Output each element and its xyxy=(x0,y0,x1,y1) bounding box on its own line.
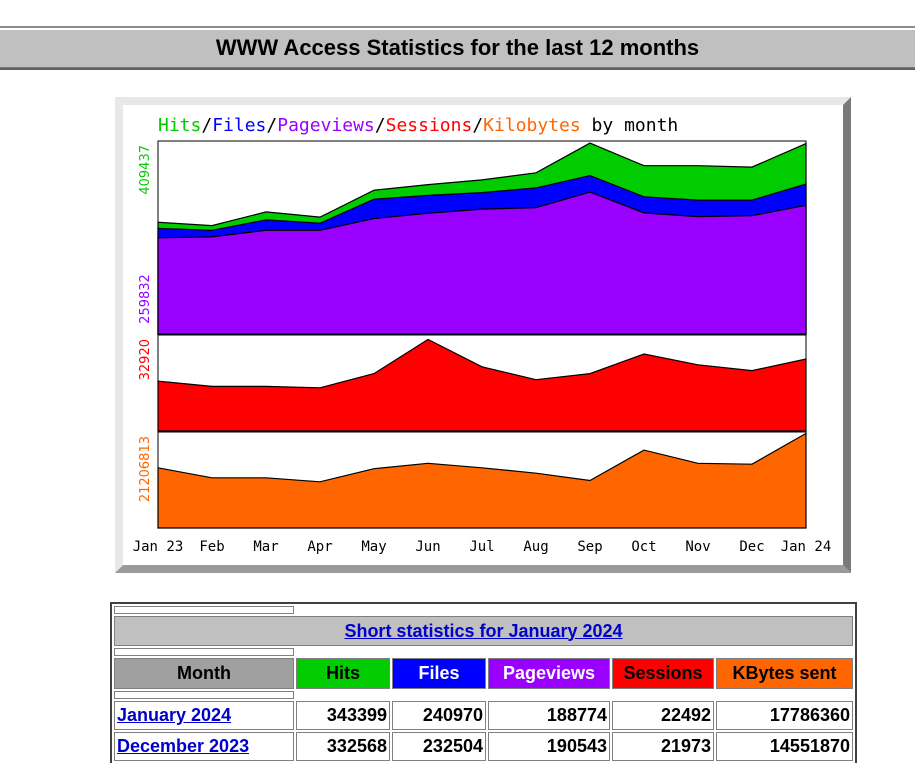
chart-title-part: by month xyxy=(581,115,679,136)
month-tick-label: Oct xyxy=(631,539,656,555)
cell-files: 240970 xyxy=(392,701,486,730)
axis-value-label: 259832 xyxy=(138,274,153,324)
cell-pageviews: 188774 xyxy=(488,701,610,730)
month-tick-label: Jan 23 xyxy=(133,539,184,555)
month-tick-label: Sep xyxy=(577,539,602,555)
spacer-row xyxy=(114,648,853,656)
frame-top-bevel xyxy=(115,97,851,105)
month-tick-label: Dec xyxy=(739,539,764,555)
month-tick-label: Mar xyxy=(253,539,278,555)
col-month: Month xyxy=(114,658,294,689)
axis-value-label: 409437 xyxy=(138,145,153,195)
chart-title-part: Pageviews xyxy=(277,115,375,136)
month-tick-label: Apr xyxy=(307,539,332,555)
month-tick-label: Jun xyxy=(415,539,440,555)
cell-pageviews: 190543 xyxy=(488,732,610,761)
chart-title-part: / xyxy=(201,115,212,136)
stats-table: Short statistics for January 2024 Month … xyxy=(112,604,855,763)
chart-title-part: / xyxy=(266,115,277,136)
chart-title-part: / xyxy=(472,115,483,136)
cell-kbytes: 14551870 xyxy=(716,732,853,761)
table-row: January 2024 343399 240970 188774 22492 … xyxy=(114,701,853,730)
month-link-january-2024[interactable]: January 2024 xyxy=(117,705,232,725)
panel-border xyxy=(157,334,807,432)
chart-title-part: Files xyxy=(212,115,266,136)
monthly-chart-svg: Hits/Files/Pageviews/Sessions/Kilobytes … xyxy=(115,97,851,573)
month-tick-label: Jul xyxy=(469,539,494,555)
axis-value-label: 21206813 xyxy=(138,436,153,502)
table-title-row: Short statistics for January 2024 xyxy=(114,616,853,646)
month-link-december-2023[interactable]: December 2023 xyxy=(117,736,250,756)
chart-title-part: Hits xyxy=(158,115,201,136)
series-area-kilobytes xyxy=(157,432,807,529)
cell-sessions: 21973 xyxy=(612,732,714,761)
month-tick-label: Aug xyxy=(523,539,548,555)
table-row: December 2023 332568 232504 190543 21973… xyxy=(114,732,853,761)
panel-border xyxy=(157,431,807,529)
cell-kbytes: 17786360 xyxy=(716,701,853,730)
chart-title-part: / xyxy=(375,115,386,136)
chart-title: Hits/Files/Pageviews/Sessions/Kilobytes … xyxy=(158,115,678,136)
col-files: Files xyxy=(392,658,486,689)
frame-bottom-bevel xyxy=(115,565,851,573)
monthly-chart: Hits/Files/Pageviews/Sessions/Kilobytes … xyxy=(115,97,851,573)
month-tick-label: Nov xyxy=(685,539,710,555)
axis-value-label: 32920 xyxy=(138,339,153,380)
series-area-pageviews xyxy=(157,191,807,335)
month-tick-label: May xyxy=(361,539,386,555)
col-hits: Hits xyxy=(296,658,390,689)
cell-hits: 332568 xyxy=(296,732,390,761)
month-tick-label: Jan 24 xyxy=(781,539,832,555)
col-kbytes: KBytes sent xyxy=(716,658,853,689)
page-header: WWW Access Statistics for the last 12 mo… xyxy=(0,26,915,70)
cell-sessions: 22492 xyxy=(612,701,714,730)
short-statistics-link[interactable]: Short statistics for January 2024 xyxy=(344,620,623,641)
spacer-row xyxy=(114,606,853,614)
page-title: WWW Access Statistics for the last 12 mo… xyxy=(215,35,700,60)
cell-hits: 343399 xyxy=(296,701,390,730)
cell-files: 232504 xyxy=(392,732,486,761)
stats-table-wrapper: Short statistics for January 2024 Month … xyxy=(110,602,857,763)
table-header-row: Month Hits Files Pageviews Sessions KByt… xyxy=(114,658,853,689)
series-area-sessions xyxy=(157,338,807,432)
frame-left-bevel xyxy=(115,97,123,573)
month-tick-label: Feb xyxy=(199,539,224,555)
chart-title-part: Kilobytes xyxy=(483,115,581,136)
col-sessions: Sessions xyxy=(612,658,714,689)
spacer-row xyxy=(114,691,853,699)
frame-right-bevel xyxy=(843,97,851,573)
chart-title-part: Sessions xyxy=(386,115,473,136)
panel-border xyxy=(157,140,807,335)
col-pageviews: Pageviews xyxy=(488,658,610,689)
